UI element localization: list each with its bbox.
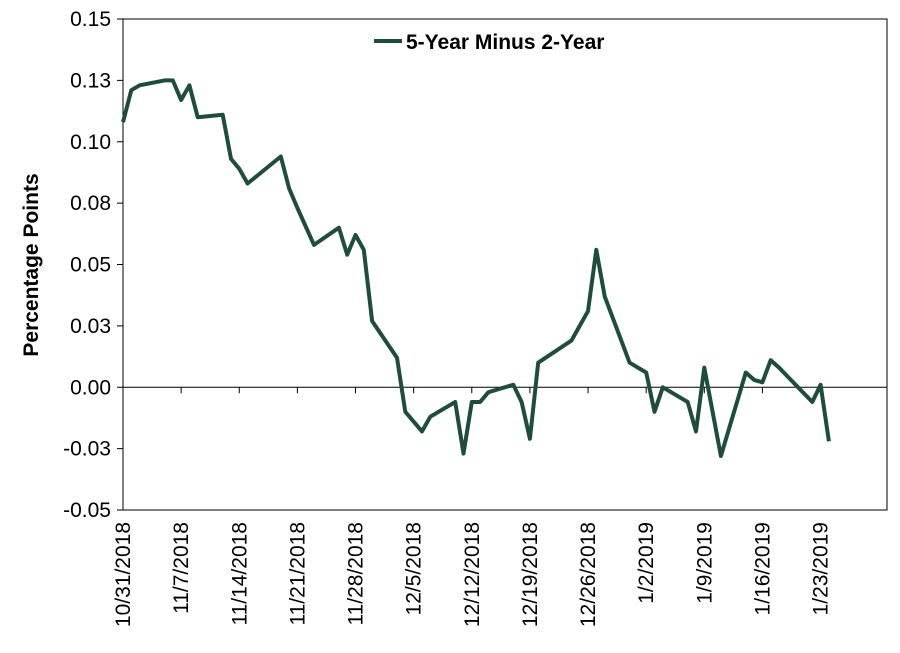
data-point [828, 441, 829, 442]
y-tick-label: 0.05 [70, 254, 111, 277]
data-point [646, 372, 647, 373]
data-point [430, 416, 431, 417]
data-point [123, 122, 124, 123]
data-point [139, 85, 140, 86]
data-point [687, 402, 688, 403]
data-point [455, 402, 456, 403]
data-point [720, 456, 721, 457]
x-tick-label: 11/14/2018 [228, 522, 251, 626]
x-tick-label: 1/2/2019 [635, 522, 658, 604]
data-point [770, 360, 771, 361]
x-axis: 10/31/2018 11/7/2018 11/14/2018 11/21/2018 1… [112, 386, 887, 627]
data-point [488, 392, 489, 393]
x-tick-label: 10/31/2018 [112, 522, 135, 627]
legend: 5-Year Minus 2-Year [374, 31, 604, 54]
data-point [222, 114, 223, 115]
data-point [513, 384, 514, 385]
x-tick-label: 12/12/2018 [461, 522, 484, 627]
data-point [314, 244, 315, 245]
x-tick-label: 11/28/2018 [345, 522, 368, 626]
data-point [297, 208, 298, 209]
data-point [172, 80, 173, 81]
x-tick-label: 11/7/2018 [170, 522, 193, 614]
y-tick-label: 0.03 [70, 315, 111, 338]
x-tick-label: 11/21/2018 [286, 522, 309, 626]
data-point [363, 249, 364, 250]
data-point [604, 296, 605, 297]
data-point [704, 367, 705, 368]
plot-area-border [122, 18, 888, 511]
legend-label: 5-Year Minus 2-Year [406, 31, 604, 54]
data-point [654, 411, 655, 412]
y-tick-label: 0.08 [70, 192, 111, 215]
data-point [247, 183, 248, 184]
data-point [397, 357, 398, 358]
y-tick-label: 0.13 [70, 69, 111, 92]
data-point [347, 254, 348, 255]
data-point [779, 367, 780, 368]
data-point [471, 402, 472, 403]
y-axis: 0.15 0.13 0.10 0.08 0.05 0.03 0.00 -0.03 -0.05 [63, 8, 888, 522]
data-point [754, 379, 755, 380]
data-point [521, 402, 522, 403]
data-point [529, 438, 530, 439]
data-point [596, 249, 597, 250]
x-tick-label: 12/19/2018 [519, 522, 542, 627]
data-point [571, 340, 572, 341]
data-point [629, 362, 630, 363]
data-point [762, 382, 763, 383]
data-point [231, 158, 232, 159]
data-point [131, 90, 132, 91]
y-tick-label: 0.15 [70, 8, 111, 31]
data-point [812, 402, 813, 403]
data-point [280, 156, 281, 157]
y-tick-label: 0.10 [70, 131, 111, 154]
data-point [480, 402, 481, 403]
data-point [197, 117, 198, 118]
data-point [181, 100, 182, 101]
y-axis-title: Percentage Points [20, 173, 43, 356]
data-point [289, 188, 290, 189]
data-point [338, 227, 339, 228]
data-point [588, 311, 589, 312]
series-line-0 [121, 78, 831, 458]
y-tick-label: 0.00 [70, 376, 111, 399]
data-point [372, 321, 373, 322]
data-point [745, 372, 746, 373]
series-layer [121, 78, 831, 458]
x-tick-label: 1/9/2019 [693, 522, 716, 604]
data-point [538, 362, 539, 363]
data-point [189, 85, 190, 86]
data-point [355, 235, 356, 236]
data-point [696, 431, 697, 432]
data-point [422, 431, 423, 432]
data-point [820, 384, 821, 385]
y-tick-label: -0.05 [63, 499, 111, 522]
data-point [164, 80, 165, 81]
x-tick-label: 1/16/2019 [751, 522, 774, 615]
x-tick-label: 12/26/2018 [577, 522, 600, 627]
data-point [239, 168, 240, 169]
data-point [405, 411, 406, 412]
data-point [662, 387, 663, 388]
data-point [463, 453, 464, 454]
y-tick-label: -0.03 [63, 438, 111, 461]
x-tick-label: 12/5/2018 [403, 522, 426, 615]
x-tick-label: 1/23/2019 [810, 522, 833, 615]
